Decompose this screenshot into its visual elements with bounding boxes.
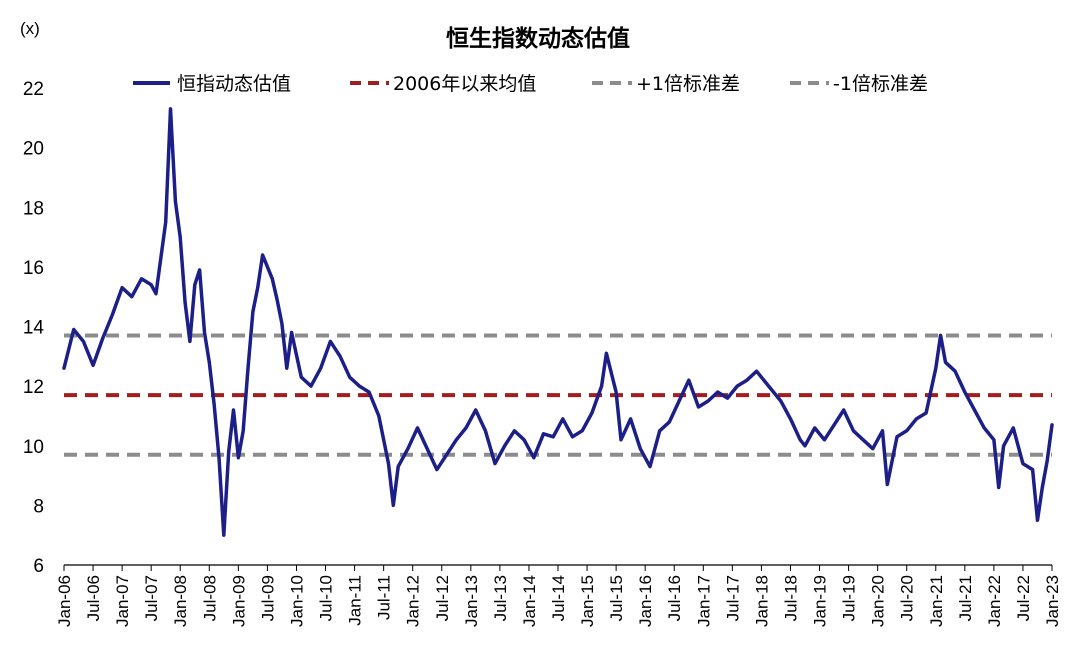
x-tick-label: Jul-08 (200, 575, 219, 621)
y-tick-label: 10 (23, 437, 44, 458)
x-tick-label: Jan-16 (636, 575, 655, 627)
x-tick-label: Jan-18 (752, 575, 771, 627)
legend-label-series: 恒指动态估值 (177, 73, 291, 95)
reference-lines (64, 333, 1052, 457)
x-tick-label: Jan-15 (578, 575, 597, 627)
x-tick-label: Jan-22 (985, 575, 1004, 627)
x-tick-label: Jul-17 (723, 575, 742, 621)
x-tick-label: Jul-22 (1014, 575, 1033, 621)
x-tick-label: Jul-20 (898, 575, 917, 621)
x-tick-label: Jul-21 (956, 575, 975, 621)
legend-label-plus-std: +1倍标准差 (636, 73, 740, 95)
y-tick-label: 8 (33, 496, 44, 517)
series-layer (62, 107, 1054, 537)
x-tick-label: Jan-06 (55, 575, 74, 627)
x-tick-label: Jan-09 (229, 575, 248, 627)
x-tick-label: Jul-09 (258, 575, 277, 621)
x-axis: Jan-06 Jul-06 Jan-07 Jul-07 Jan-08 Jul-08 Jan-… (55, 564, 1062, 627)
y-tick-label: 16 (23, 258, 44, 279)
legend: 恒指动态估值 2006年以来均值 +1倍标准差 -1倍标准差 (133, 73, 928, 95)
x-tick-label: Jan-19 (811, 575, 830, 627)
x-tick-label: Jul-14 (549, 575, 568, 621)
x-tick-label: Jul-16 (665, 575, 684, 621)
x-tick-label: Jan-10 (287, 575, 306, 627)
x-tick-label: Jan-14 (520, 575, 539, 627)
x-tick-label: Jan-17 (694, 575, 713, 627)
x-tick-label: Jan-21 (927, 575, 946, 627)
x-tick-label: Jul-18 (781, 575, 800, 621)
y-tick-label: 6 (33, 556, 44, 577)
x-tick-label: Jan-11 (346, 575, 365, 626)
y-tick-label: 22 (23, 79, 44, 100)
y-tick-label: 18 (23, 198, 44, 219)
x-tick-label: Jan-13 (462, 575, 481, 627)
y-axis: 6 8 10 12 14 16 18 20 22 (23, 79, 45, 577)
x-tick-label: Jan-20 (869, 575, 888, 627)
x-tick-label: Jan-23 (1043, 575, 1062, 627)
chart-title: 恒生指数动态估值 (446, 25, 630, 52)
x-tick-label: Jul-07 (142, 575, 161, 621)
x-tick-label: Jul-12 (433, 575, 452, 621)
x-tick-label: Jan-12 (404, 575, 423, 627)
legend-label-mean: 2006年以来均值 (393, 73, 536, 95)
x-tick-label: Jan-07 (113, 575, 132, 627)
unit-label: (x) (20, 19, 40, 38)
x-tick-label: Jul-13 (491, 575, 510, 621)
x-tick-label: Jul-19 (840, 575, 859, 621)
y-tick-label: 20 (23, 139, 44, 160)
x-tick-label: Jul-06 (84, 575, 103, 621)
legend-label-minus-std: -1倍标准差 (833, 73, 928, 95)
y-tick-label: 14 (23, 318, 45, 339)
y-tick-label: 12 (23, 377, 44, 398)
series-line-hsi-valuation (62, 107, 1054, 537)
x-tick-label: Jul-11 (375, 575, 394, 620)
x-tick-label: Jul-10 (317, 575, 336, 621)
x-tick-label: Jul-15 (607, 575, 626, 621)
x-tick-label: Jan-08 (171, 575, 190, 627)
